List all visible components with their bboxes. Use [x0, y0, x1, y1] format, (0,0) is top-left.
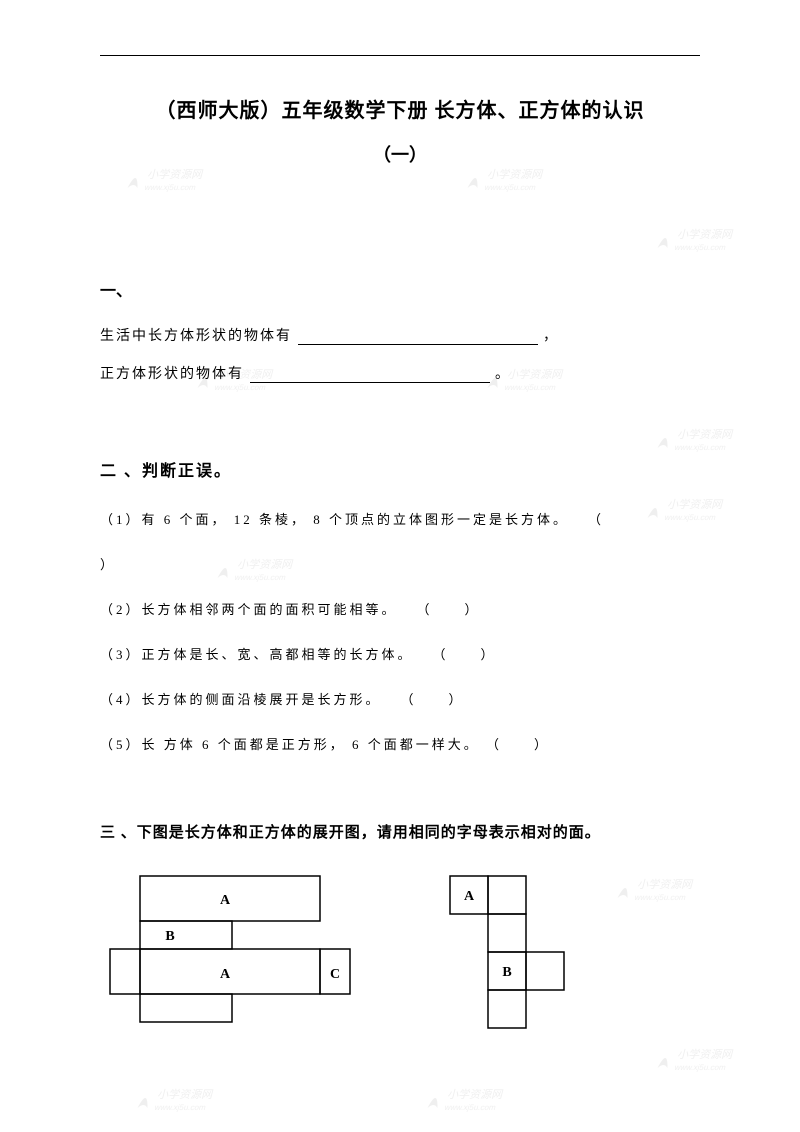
s2-q1: （1）有 6 个面， 12 条棱， 8 个顶点的立体图形一定是长方体。 （	[100, 509, 700, 528]
s2-q2: （2）长方体相邻两个面的面积可能相等。 （ ）	[100, 599, 700, 618]
page-title: （西师大版）五年级数学下册 长方体、正方体的认识	[100, 94, 700, 123]
d1-label-a1: A	[220, 893, 231, 908]
watermark-icon: 小学资源网 www.xj5u.com	[420, 1080, 540, 1120]
svg-text:小学资源网: 小学资源网	[446, 1087, 505, 1101]
worksheet-page: （西师大版）五年级数学下册 长方体、正方体的认识 （一） 一、 生活中长方体形状…	[100, 55, 700, 1056]
top-rule	[100, 55, 700, 56]
svg-text:小学资源网: 小学资源网	[156, 1087, 215, 1101]
s2-q1-close: ）	[100, 554, 700, 573]
d2-label-a: A	[464, 889, 475, 904]
s1-l2-suffix: 。	[495, 367, 511, 382]
section1-label: 一、	[100, 277, 700, 301]
s2-q5: （5）长 方体 6 个面都是正方形， 6 个面都一样大。 （ ）	[100, 734, 700, 753]
svg-text:www.xj5u.com: www.xj5u.com	[672, 1063, 727, 1072]
s2-q1-text: （1）有 6 个面， 12 条棱， 8 个顶点的立体图形一定是长方体。 （	[100, 512, 604, 527]
page-subtitle: （一）	[100, 141, 700, 167]
d1-label-a2: A	[220, 967, 231, 982]
s1-l1-suffix: ，	[543, 329, 559, 344]
watermark-icon: 小学资源网 www.xj5u.com	[130, 1080, 250, 1120]
blank-1[interactable]	[298, 331, 538, 345]
section2-label: 二 、判断正误。	[100, 457, 700, 481]
section3-label: 三 、下图是长方体和正方体的展开图，请用相同的字母表示相对的面。	[100, 821, 700, 842]
section1-line1: 生活中长方体形状的物体有 ，	[100, 325, 700, 345]
s1-l1-prefix: 生活中长方体形状的物体有	[100, 329, 292, 344]
d1-label-b: B	[165, 929, 174, 944]
section1-line2: 正方体形状的物体有 。	[100, 363, 700, 383]
d1-label-c: C	[330, 967, 340, 982]
svg-text:www.xj5u.com: www.xj5u.com	[152, 1103, 207, 1112]
blank-2[interactable]	[250, 369, 490, 383]
s1-l2-prefix: 正方体形状的物体有	[100, 367, 244, 382]
cuboid-net-diagram: A B A C	[100, 866, 380, 1036]
s2-q4: （4）长方体的侧面沿棱展开是长方形。 （ ）	[100, 689, 700, 708]
cube-net-diagram: A B	[440, 866, 620, 1056]
diagrams-row: A B A C A B	[100, 866, 700, 1056]
svg-text:www.xj5u.com: www.xj5u.com	[442, 1103, 497, 1112]
s2-q3: （3）正方体是长、宽、高都相等的长方体。 （ ）	[100, 644, 700, 663]
d2-label-b: B	[502, 965, 511, 980]
